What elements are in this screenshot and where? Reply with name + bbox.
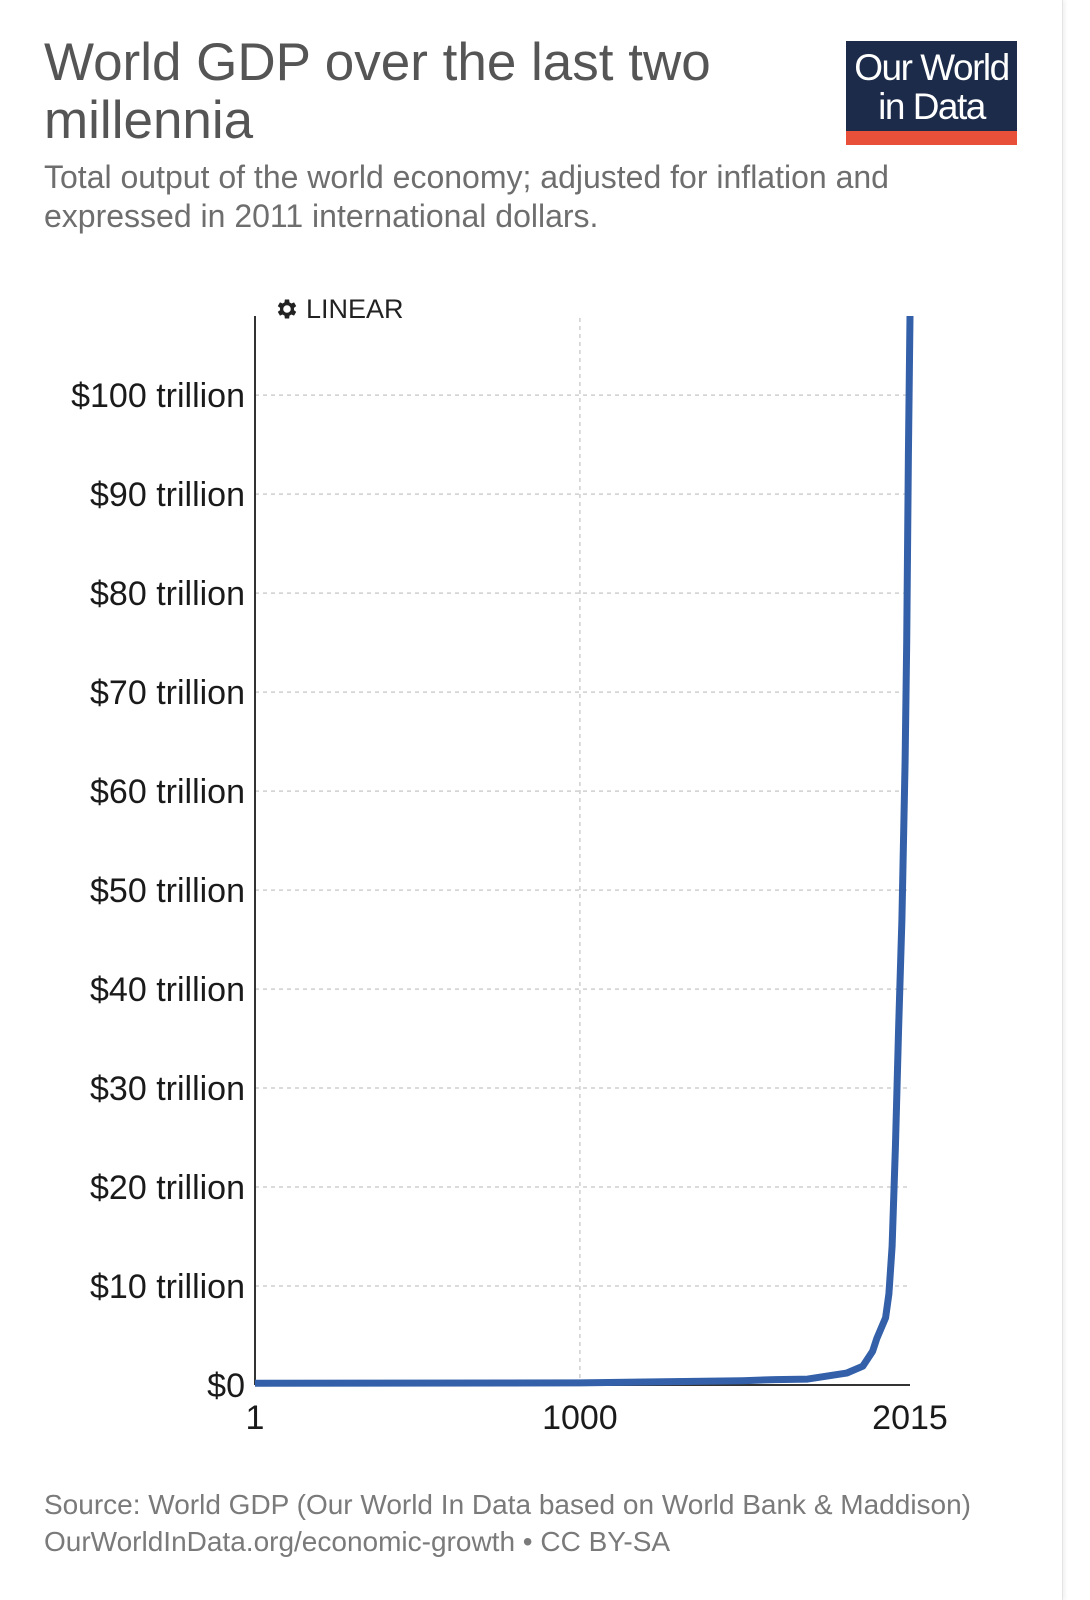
license-link[interactable]: CC BY-SA [540,1526,671,1557]
x-tick-label: 1000 [542,1399,618,1437]
y-tick-label: $100 trillion [71,377,245,415]
x-tick-label: 1 [246,1399,265,1437]
y-tick-label: $0 [207,1367,245,1405]
y-tick-label: $30 trillion [90,1070,245,1108]
scale-toggle[interactable]: LINEAR [274,292,404,326]
source-note: Source: World GDP (Our World In Data bas… [44,1489,972,1520]
url-line: OurWorldInData.org/economic-growth • CC … [44,1523,1044,1560]
gear-icon [277,299,297,319]
owid-logo[interactable]: Our World in Data [846,41,1017,145]
scale-toggle-label: LINEAR [306,293,404,324]
y-tick-label: $10 trillion [90,1268,245,1306]
series-line-world [254,315,914,1387]
logo-line-1: Our World [854,47,1010,88]
y-tick-label: $80 trillion [90,575,245,613]
chart-title: World GDP over the last two millennia [44,33,711,150]
y-tick-label: $20 trillion [90,1169,245,1207]
y-tick-label: $90 trillion [90,476,245,514]
chart-card [1062,0,1063,1600]
footer-separator: • [522,1526,533,1557]
source-url[interactable]: OurWorldInData.org/economic-growth [44,1526,516,1557]
y-tick-label: $50 trillion [90,872,245,910]
chart-subtitle: Total output of the world economy; adjus… [44,159,889,234]
chart-footer: Source: World GDP (Our World In Data bas… [44,1486,1044,1560]
logo-line-2: in Data [878,86,986,127]
gdp-line-chart: $0 $10 trillion $20 trillion $30 trillion $4… [71,315,948,1437]
y-tick-label: $40 trillion [90,971,245,1009]
y-tick-label: $60 trillion [90,773,245,811]
x-tick-label: 2015 [872,1399,948,1437]
y-tick-label: $70 trillion [90,674,245,712]
